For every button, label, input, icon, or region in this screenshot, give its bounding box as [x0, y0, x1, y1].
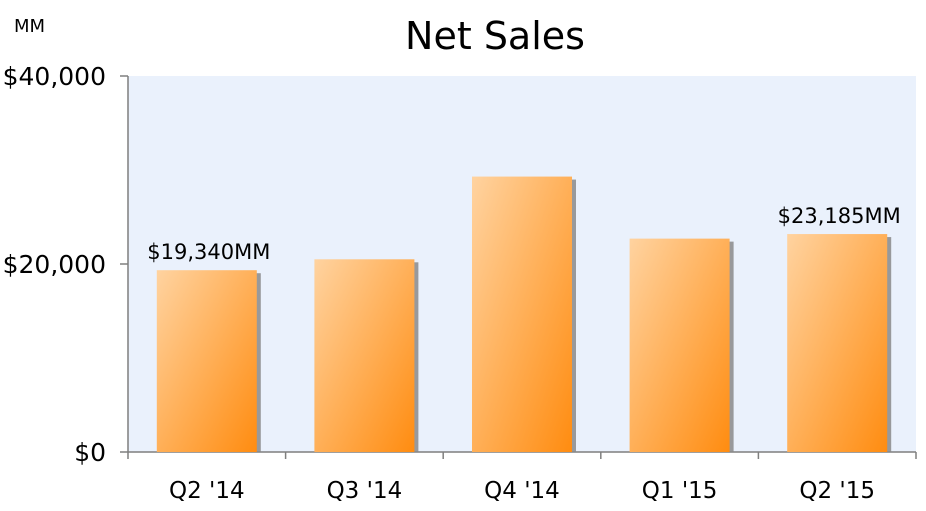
- x-category-label: Q3 '14: [327, 478, 403, 504]
- bar-data-label: $19,340MM: [147, 240, 270, 264]
- y-tick-label: $0: [74, 438, 106, 467]
- chart-title: Net Sales: [405, 14, 585, 58]
- bar-data-label: $23,185MM: [778, 204, 901, 228]
- bar: [629, 238, 730, 452]
- y-tick-label: $40,000: [3, 62, 106, 91]
- bar: [787, 234, 888, 452]
- y-tick-label: $20,000: [3, 250, 106, 279]
- bar: [314, 259, 415, 452]
- bar: [156, 270, 257, 452]
- x-category-label: Q2 '14: [169, 478, 245, 504]
- x-category-label: Q2 '15: [799, 478, 875, 504]
- unit-label: MM: [14, 16, 45, 37]
- x-category-label: Q4 '14: [484, 478, 560, 504]
- x-category-label: Q1 '15: [642, 478, 718, 504]
- bar: [472, 176, 572, 452]
- plot-area: $0 $20,000 $40,000 Q2 '14 $19,340MM Q3 '14 Q4 …: [3, 62, 917, 504]
